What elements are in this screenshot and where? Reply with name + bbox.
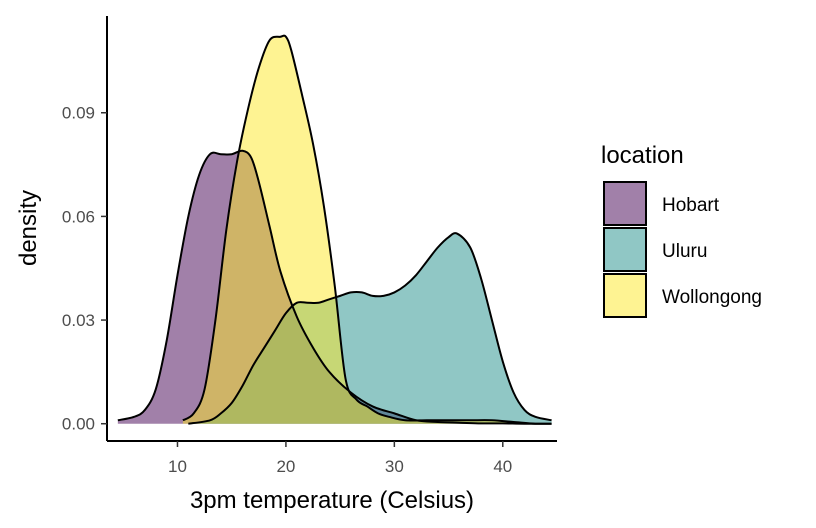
y-tick-label: 0.03 <box>62 311 95 330</box>
y-tick-label: 0.09 <box>62 104 95 123</box>
legend-key-wollongong <box>603 273 647 318</box>
x-tick-label: 40 <box>493 457 512 476</box>
density-area-wollongong <box>182 35 552 424</box>
x-axis-title: 3pm temperature (Celsius) <box>190 487 474 514</box>
legend-title: location <box>601 142 684 169</box>
y-tick-label: 0.06 <box>62 207 95 226</box>
legend-label-hobart: Hobart <box>662 195 720 216</box>
density-outline-wollongong <box>182 34 552 425</box>
x-tick-label: 30 <box>385 457 404 476</box>
y-tick-label: 0.00 <box>62 415 95 434</box>
ticks: 10 20 30 40 0.00 0.03 0.06 0.09 <box>62 104 512 476</box>
axes <box>106 16 557 442</box>
legend-key-hobart <box>603 181 647 226</box>
x-tick-label: 10 <box>168 457 187 476</box>
density-outline-hobart <box>117 149 552 425</box>
legend-label-uluru: Uluru <box>662 241 707 262</box>
legend-key-uluru <box>603 227 647 272</box>
plot-area <box>117 34 552 425</box>
x-tick-label: 20 <box>276 457 295 476</box>
legend-label-wollongong: Wollongong <box>662 287 762 308</box>
density-outline-uluru <box>188 232 552 425</box>
y-axis-title: density <box>15 190 42 266</box>
legend: location Hobart Uluru Wollongong <box>601 142 762 318</box>
